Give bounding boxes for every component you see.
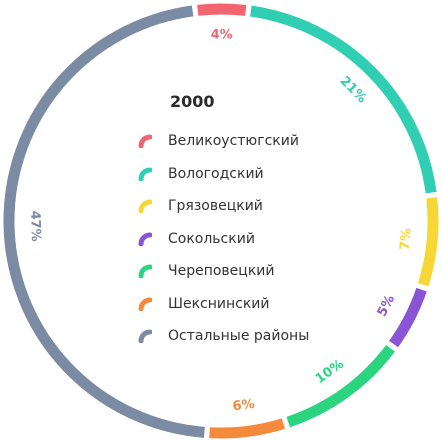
ring-segment-2[interactable] — [250, 5, 437, 194]
chart-title: 2000 — [170, 92, 215, 111]
legend-label: Череповецкий — [168, 263, 275, 280]
legend-label: Грязовецкий — [168, 198, 263, 215]
ring-segment-7[interactable] — [3, 5, 205, 438]
legend-item-1[interactable]: Великоустюгский — [138, 125, 309, 158]
data-labels: 4% 21% 7% 5% 10% 6% 47% — [27, 27, 415, 414]
data-label-6: 6% — [232, 397, 256, 415]
legend-swatch-icon — [138, 199, 152, 214]
legend-item-2[interactable]: Вологодский — [138, 158, 309, 191]
legend-swatch-icon — [138, 232, 152, 246]
data-label-3: 7% — [398, 227, 415, 250]
legend-swatch-icon — [138, 264, 152, 279]
legend-swatch-icon — [138, 167, 152, 181]
data-label-5: 10% — [313, 357, 347, 387]
legend-label: Шекснинский — [168, 295, 270, 312]
chart-legend: 2000 Великоустюгский Вологодский Грязовецк… — [138, 92, 309, 353]
ring-segment-5[interactable] — [286, 344, 395, 428]
legend-item-5[interactable]: Череповецкий — [138, 255, 309, 288]
legend-label: Вологодский — [168, 165, 264, 182]
ring-segment-6[interactable] — [209, 418, 285, 439]
ring-segment-3[interactable] — [417, 197, 439, 287]
legend-swatch-icon — [138, 297, 152, 311]
data-label-7: 47% — [27, 210, 43, 242]
data-label-2: 21% — [337, 74, 370, 107]
legend-item-3[interactable]: Грязовецкий — [138, 190, 309, 223]
legend-items: Великоустюгский Вологодский Грязовецкий Сок… — [138, 125, 309, 353]
ring-segment-4[interactable] — [389, 287, 427, 348]
ring-segment-1[interactable] — [197, 3, 247, 16]
legend-label: Великоустюгский — [168, 133, 299, 150]
legend-label: Сокольский — [168, 230, 255, 247]
ring-segments — [3, 3, 439, 439]
data-label-1: 4% — [211, 27, 233, 42]
legend-label: Остальные районы — [168, 328, 310, 345]
legend-item-4[interactable]: Сокольский — [138, 223, 309, 256]
legend-item-6[interactable]: Шекснинский — [138, 288, 309, 321]
data-label-4: 5% — [375, 293, 398, 319]
legend-swatch-icon — [138, 329, 152, 344]
legend-item-7[interactable]: Остальные районы — [138, 320, 309, 353]
legend-swatch-icon — [138, 134, 152, 149]
